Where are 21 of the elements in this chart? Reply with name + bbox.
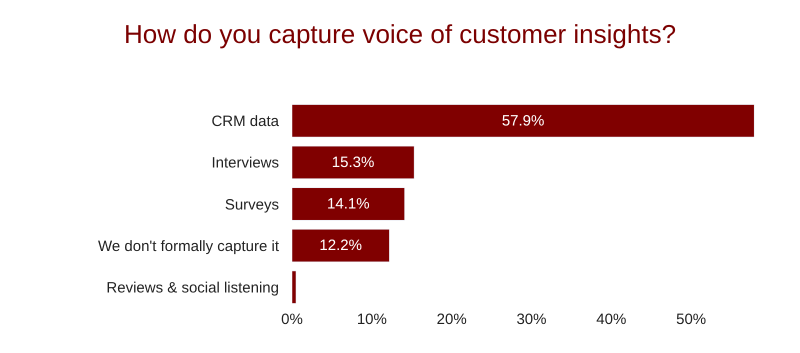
x-tick-label: 20% <box>436 311 467 328</box>
chart-title: How do you capture voice of customer insights? <box>124 18 676 49</box>
bar <box>292 229 390 262</box>
y-tick-label: Surveys <box>224 196 279 214</box>
data-label: 14.1% <box>327 196 370 212</box>
bar <box>292 146 414 179</box>
data-label: 57.9% <box>502 112 544 130</box>
x-tick-label: 40% <box>596 311 626 328</box>
bar <box>292 188 405 220</box>
x-tick-label: 30% <box>516 311 546 328</box>
data-label: 12.2% <box>319 237 362 254</box>
bar <box>292 270 296 304</box>
x-tick-label: 10% <box>356 311 387 328</box>
y-tick-label: Reviews & social listening <box>106 279 279 296</box>
y-tick-label: We don't formally capture it <box>98 238 280 255</box>
x-tick-label: 0% <box>281 311 303 328</box>
bar <box>292 104 754 138</box>
data-label: 15.3% <box>332 154 374 171</box>
y-tick-label: CRM data <box>211 113 280 130</box>
x-tick-label: 50% <box>676 311 706 328</box>
y-tick-label: Interviews <box>211 154 279 172</box>
